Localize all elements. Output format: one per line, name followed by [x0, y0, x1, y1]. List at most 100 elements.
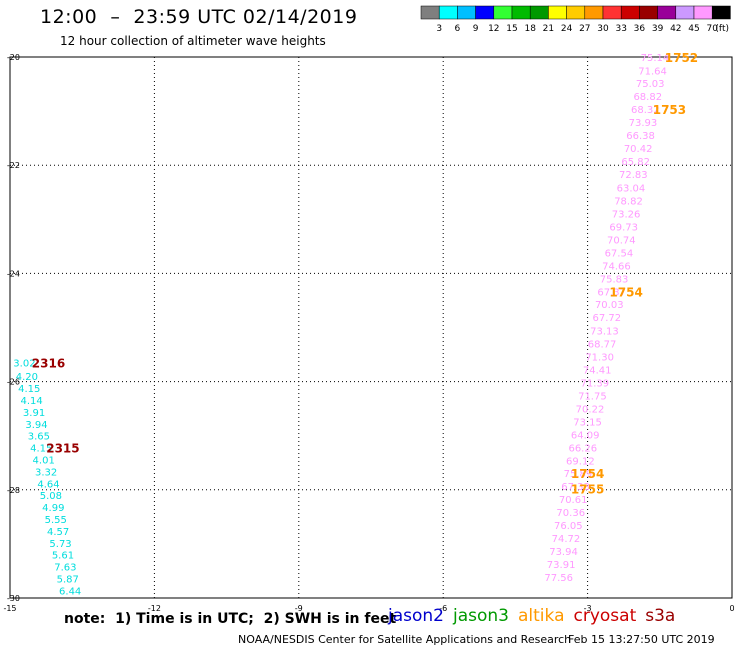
y-tick-label: -30 [7, 594, 20, 603]
x-tick-label: -15 [3, 604, 16, 613]
color-swatch [566, 5, 586, 20]
legend-jason2: jason2 [388, 606, 444, 626]
color-swatch [602, 5, 622, 20]
x-tick-label: -12 [148, 604, 161, 613]
y-tick-label: -26 [7, 378, 20, 387]
color-swatch [711, 5, 731, 20]
wave-height-value: 70.42 [624, 144, 653, 155]
wave-height-value: 4.20 [16, 372, 38, 383]
wave-height-value: 72.83 [619, 170, 648, 181]
wave-height-value: 75.89 [564, 469, 593, 480]
wave-height-value: 74.72 [552, 534, 581, 545]
chart-subtitle: 12 hour collection of altimeter wave hei… [60, 34, 326, 48]
color-scale-label: 9 [473, 24, 479, 34]
color-scale-legend: 3 6 9 12 15 18 21 24 27 30 33 36 39 42 45 70(ft) [420, 5, 731, 34]
wave-height-value: 67.72 [593, 313, 622, 324]
color-scale-label: 30 [597, 24, 609, 34]
color-scale-label: 15 [506, 24, 517, 34]
wave-height-value: 71.64 [638, 67, 667, 78]
wave-height-value: 4.01 [33, 456, 55, 467]
wave-height-value: 3.32 [35, 467, 57, 478]
wave-height-value: 75.83 [600, 274, 629, 285]
wave-height-value: 71.75 [578, 392, 607, 403]
time-label: 2316 [32, 357, 65, 371]
time-label: 1755 [571, 483, 604, 497]
color-swatch [639, 5, 658, 20]
wave-height-value: 63.04 [617, 183, 646, 194]
wave-height-value: 71.30 [585, 353, 614, 364]
wave-height-value: 64.09 [571, 431, 600, 442]
wave-height-value: 69.73 [609, 222, 638, 233]
wave-height-value: 65.82 [621, 157, 650, 168]
color-scale-label: 39 [652, 24, 664, 34]
time-label: 1753 [653, 103, 686, 117]
time-labels: 1752 1753 1754 1754 1755 2316 2315 [32, 51, 698, 497]
color-swatch [548, 5, 567, 20]
chart-title: 12:00 – 23:59 UTC 02/14/2019 [40, 6, 358, 28]
time-label: 1752 [665, 51, 698, 65]
footer-note: note: 1) Time is in UTC; 2) SWH is in fe… [64, 611, 397, 627]
footer-credit: NOAA/NESDIS Center for Satellite Applica… [238, 633, 572, 646]
wave-height-value: 75.03 [636, 79, 665, 90]
wave-height-value: 3.94 [25, 420, 47, 431]
wave-height-value: 73.94 [549, 547, 578, 558]
y-tick-label: -22 [7, 161, 20, 170]
wave-height-value: 5.61 [52, 551, 74, 562]
wave-height-value: 4.57 [47, 527, 69, 538]
wave-height-value: 4.15 [30, 444, 52, 455]
color-swatch [493, 5, 513, 20]
legend-cryosat: cryosat [573, 606, 637, 626]
satellite-legend: jason2 jason3 altika cryosat s3a [388, 606, 684, 626]
wave-height-value: 5.08 [40, 491, 62, 502]
wave-height-value: 77.56 [544, 573, 573, 584]
color-scale-label: 21 [543, 24, 554, 34]
wave-height-value: 6.44 [59, 586, 81, 597]
x-tick-label: 0 [729, 604, 734, 613]
wave-height-value: 74.66 [602, 261, 631, 272]
wave-height-value: 70.61 [559, 495, 588, 506]
color-scale-label: 27 [579, 24, 590, 34]
legend-jason3: jason3 [453, 606, 509, 626]
wave-height-value: 68.82 [633, 92, 662, 103]
color-swatch [420, 5, 440, 20]
time-label: 1754 [609, 285, 642, 299]
color-scale-label: 42 [670, 24, 681, 34]
wave-height-value: 68.77 [588, 340, 617, 351]
wave-height-value: 4.64 [37, 479, 59, 490]
wave-height-value: 66.38 [626, 131, 655, 142]
color-scale-label: 3 [436, 24, 442, 34]
color-swatch [657, 5, 677, 20]
y-tick-label: -24 [7, 269, 20, 278]
color-swatch [620, 5, 640, 20]
legend-altika: altika [518, 606, 565, 626]
wave-height-value: 75.14 [641, 53, 670, 64]
x-tick-label: -3 [584, 604, 592, 613]
wave-height-value: 73.13 [590, 327, 619, 338]
color-scale-label: 45 [688, 24, 699, 34]
wave-height-value: 73.91 [547, 560, 576, 571]
wave-height-value: 73.15 [573, 418, 602, 429]
axis-ticks: -15 -12 -9 -6 -3 0-20-22-24-26-28-30 [3, 53, 734, 613]
wave-height-value: 66.26 [568, 444, 597, 455]
wave-height-value: 70.03 [595, 300, 624, 311]
color-swatch [511, 5, 531, 20]
wave-height-value: 5.73 [49, 539, 71, 550]
wave-height-value: 3.02 [13, 359, 35, 370]
x-tick-label: -9 [295, 604, 303, 613]
wave-height-value: 4.14 [21, 396, 43, 407]
color-swatch [475, 5, 495, 20]
color-scale-label: 70 [706, 24, 718, 34]
wave-height-value: 71.39 [580, 379, 609, 390]
wave-height-value: 4.99 [42, 503, 64, 514]
time-label: 2315 [46, 442, 79, 456]
color-scale-label: 18 [524, 24, 536, 34]
footer-timestamp: Feb 15 13:27:50 UTC 2019 [568, 633, 715, 646]
wave-height-value: 67.37 [597, 287, 626, 298]
wave-height-value: 3.91 [23, 408, 45, 419]
color-swatch [693, 5, 713, 20]
wave-height-value: 73.93 [629, 118, 658, 129]
wave-height-value: 78.82 [614, 196, 643, 207]
wave-height-value: 5.55 [45, 515, 67, 526]
